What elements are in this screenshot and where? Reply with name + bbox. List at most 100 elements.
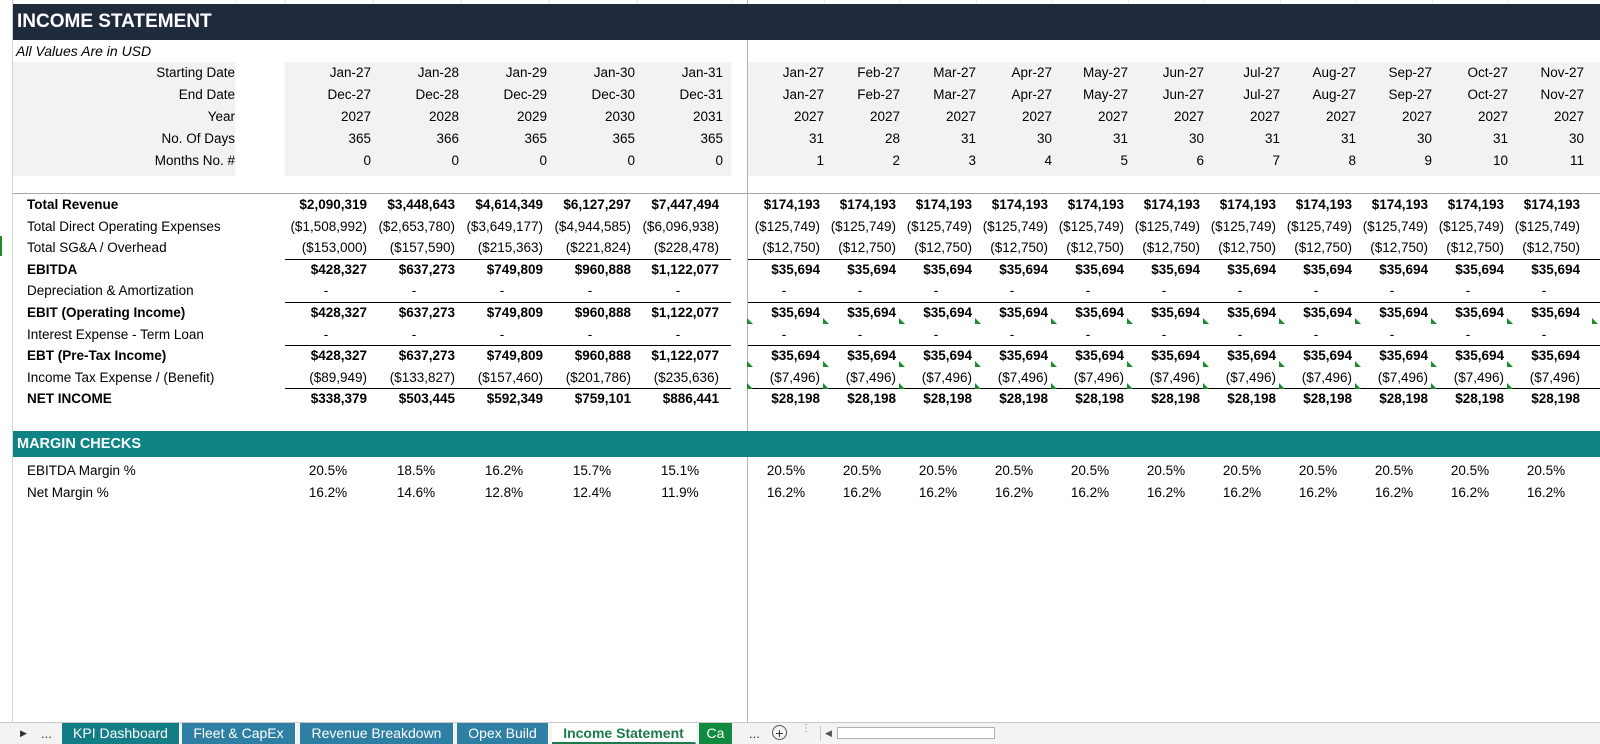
- monthly-value-cell: ($7,496): [1073, 369, 1124, 385]
- annual-value-cell: $592,349: [486, 391, 543, 407]
- header-separator: [13, 193, 1600, 194]
- monthly-margin-cell: 16.2%: [842, 484, 882, 500]
- monthly-value-cell: -: [781, 326, 787, 342]
- monthly-margin-cell: 20.5%: [1450, 463, 1490, 478]
- monthly-value-cell: ($7,496): [1149, 369, 1200, 385]
- monthly-value-cell: ($7,496): [997, 369, 1048, 385]
- annual-header-cell: Dec-27: [327, 87, 371, 102]
- annual-value-cell: $637,273: [398, 348, 455, 364]
- tab-scroll-more[interactable]: ...: [41, 726, 52, 741]
- error-indicator-icon: [747, 382, 753, 389]
- error-indicator-icon: [823, 318, 829, 324]
- column-gridline: [1356, 0, 1357, 4]
- monthly-value-cell: $28,198: [1227, 391, 1276, 407]
- monthly-value-cell: ($12,750): [1294, 240, 1352, 256]
- split-handle-icon[interactable]: ⋮: [801, 723, 811, 734]
- monthly-value-cell: -: [1541, 283, 1547, 299]
- column-gridline: [235, 0, 236, 4]
- monthly-value-cell: $35,694: [847, 261, 896, 277]
- annual-value-cell: ($153,000): [301, 240, 367, 256]
- annual-margin-cell: 15.7%: [572, 463, 612, 478]
- monthly-header-cell: 30: [1036, 131, 1052, 146]
- monthly-header-cell: 8: [1348, 153, 1356, 168]
- annual-header-panel: [285, 62, 731, 176]
- scrollbar-thumb[interactable]: [837, 727, 995, 739]
- monthly-value-cell: $35,694: [1303, 305, 1352, 320]
- monthly-value-cell: $35,694: [1455, 348, 1504, 364]
- sheet-tab-revenue-breakdown[interactable]: Revenue Breakdown: [300, 723, 454, 744]
- annual-value-cell: $637,273: [398, 305, 455, 320]
- monthly-value-cell: $35,694: [923, 348, 972, 364]
- monthly-header-panel: [748, 62, 1600, 176]
- monthly-value-cell: $35,694: [1075, 348, 1124, 364]
- annual-value-cell: $960,888: [574, 348, 631, 364]
- annual-value-cell: $338,379: [310, 391, 367, 407]
- monthly-value-cell: $35,694: [1379, 261, 1428, 277]
- total-rule: [748, 388, 1600, 390]
- total-rule: [748, 258, 1600, 260]
- monthly-header-cell: Oct-27: [1467, 87, 1508, 102]
- monthly-margin-cell: 20.5%: [994, 463, 1034, 478]
- monthly-value-cell: $35,694: [1151, 348, 1200, 364]
- monthly-value-cell: $35,694: [847, 305, 896, 320]
- add-sheet-icon[interactable]: +: [772, 725, 787, 740]
- annual-header-cell: Jan-31: [681, 65, 723, 80]
- sheet-tab-ca[interactable]: Ca: [699, 723, 733, 744]
- monthly-value-cell: ($12,750): [990, 240, 1048, 256]
- monthly-margin-cell: 16.2%: [994, 484, 1034, 500]
- column-gridline: [637, 0, 638, 4]
- monthly-value-cell: $35,694: [771, 305, 820, 320]
- monthly-margin-cell: 20.5%: [918, 463, 958, 478]
- horizontal-scrollbar[interactable]: ◀: [820, 726, 1600, 741]
- annual-value-cell: $1,122,077: [651, 261, 719, 277]
- monthly-value-cell: ($125,749): [1286, 218, 1352, 234]
- monthly-header-cell: 2: [892, 153, 900, 168]
- monthly-value-cell: ($125,749): [754, 218, 820, 234]
- monthly-value-cell: $35,694: [1379, 305, 1428, 320]
- monthly-value-cell: $174,193: [991, 197, 1048, 212]
- row-label: Total SG&A / Overhead: [27, 240, 167, 256]
- error-indicator-icon: [1051, 361, 1057, 368]
- annual-value-cell: $759,101: [574, 391, 631, 407]
- header-label: Year: [207, 109, 235, 124]
- sheet-tab-fleet-capex[interactable]: Fleet & CapEx: [182, 723, 296, 744]
- monthly-value-cell: ($12,750): [1446, 240, 1504, 256]
- error-indicator-icon: [1051, 318, 1057, 324]
- monthly-header-cell: Apr-27: [1011, 65, 1052, 80]
- monthly-value-cell: $174,193: [1523, 197, 1580, 212]
- scroll-left-icon[interactable]: ◀: [825, 728, 832, 738]
- monthly-value-cell: $35,694: [1379, 348, 1428, 364]
- monthly-value-cell: -: [1237, 283, 1243, 299]
- monthly-value-cell: $28,198: [923, 391, 972, 407]
- monthly-header-cell: Apr-27: [1011, 87, 1052, 102]
- error-indicator-icon: [747, 318, 753, 324]
- monthly-value-cell: ($7,496): [1529, 369, 1580, 385]
- annual-value-cell: -: [675, 326, 681, 342]
- sheet-tab-opex-build[interactable]: Opex Build: [457, 723, 549, 744]
- annual-value-cell: -: [499, 326, 505, 342]
- annual-value-cell: $3,448,643: [387, 197, 455, 212]
- monthly-value-cell: ($12,750): [1218, 240, 1276, 256]
- tab-scroll-next-icon[interactable]: ▶: [20, 728, 27, 738]
- monthly-header-cell: Aug-27: [1312, 65, 1356, 80]
- annual-header-cell: 2030: [604, 109, 635, 124]
- error-indicator-icon: [1431, 382, 1437, 389]
- monthly-value-cell: $174,193: [763, 197, 820, 212]
- monthly-header-cell: Aug-27: [1312, 87, 1356, 102]
- sheet-tab-kpi-dashboard[interactable]: KPI Dashboard: [62, 723, 180, 744]
- monthly-value-cell: $35,694: [1455, 305, 1504, 320]
- sheet-tab-income-statement[interactable]: Income Statement: [552, 723, 696, 744]
- monthly-value-cell: -: [781, 283, 787, 299]
- monthly-value-cell: -: [1389, 283, 1395, 299]
- column-gridline: [1052, 0, 1053, 4]
- monthly-header-cell: Nov-27: [1540, 65, 1584, 80]
- tab-overflow[interactable]: ...: [749, 726, 760, 741]
- monthly-value-cell: $35,694: [999, 348, 1048, 364]
- monthly-header-cell: Jul-27: [1243, 65, 1280, 80]
- column-gridline: [13, 0, 14, 4]
- annual-value-cell: $749,809: [486, 261, 543, 277]
- monthly-value-cell: $35,694: [1075, 305, 1124, 320]
- error-indicator-icon: [1127, 318, 1133, 324]
- monthly-margin-cell: 20.5%: [766, 463, 806, 478]
- annual-header-cell: 0: [363, 153, 371, 168]
